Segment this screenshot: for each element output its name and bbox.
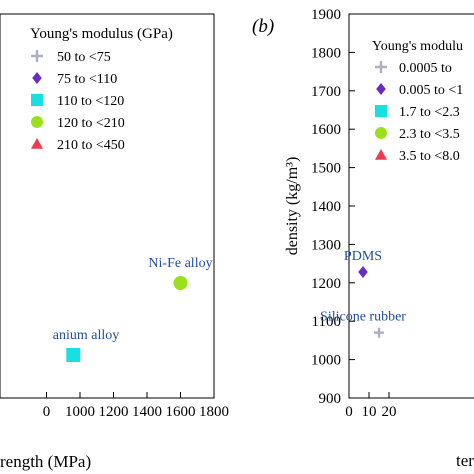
panel-a-legend-marker <box>32 72 42 84</box>
panel-a-points: Ni-Fe alloy anium alloy <box>53 256 213 362</box>
panel-a-legend-title: Young's modulus (GPa) <box>30 26 173 42</box>
panel-b-label: (b) <box>252 16 274 37</box>
panel-b-x-axis: 0 10 20 <box>345 392 397 420</box>
panel-a-data-point <box>173 276 188 290</box>
panel-b-y-tick-label: 900 <box>319 391 342 407</box>
panel-b-legend-label: 2.3 to <3.5 <box>399 127 460 142</box>
panel-a: 0 1000 1200 1400 1600 1800 rength (MPa) Young… <box>0 13 229 471</box>
panel-b-x-tick-label: 20 <box>382 404 397 420</box>
panel-a-x-tick-label: 1400 <box>132 404 162 420</box>
panel-a-legend-label: 75 to <110 <box>57 72 117 87</box>
panel-b-y-axis-label: density (kg/m³) <box>284 157 301 256</box>
panel-b-legend-label: 3.5 to <8.0 <box>399 149 460 164</box>
panel-b-x-tick-label: 0 <box>345 404 353 420</box>
panel-a-data-point <box>66 348 81 362</box>
panel-b-legend-label: 1.7 to <2.3 <box>399 105 460 120</box>
panel-a-legend-label: 110 to <120 <box>57 94 124 109</box>
panel-b-legend-label: 0.005 to <1 <box>399 83 463 98</box>
panel-a-legend-label: 120 to <210 <box>57 116 125 131</box>
panel-b-legend-marker <box>375 149 387 160</box>
panel-b-point-label: PDMS <box>344 249 382 264</box>
panel-b-y-tick-label: 1100 <box>312 314 341 330</box>
panel-a-x-tick-label: 1800 <box>199 404 229 420</box>
panel-b-legend-title: Young's modulu <box>372 39 463 54</box>
panel-a-legend-marker <box>31 138 43 149</box>
panel-a-point-label: Ni-Fe alloy <box>148 256 212 271</box>
panel-b-data-point <box>358 266 368 279</box>
panel-a-plot-frame <box>0 13 215 399</box>
panel-b-y-tick-label: 1500 <box>311 161 341 177</box>
panel-b-legend-marker <box>376 83 386 95</box>
panel-b-data-point <box>374 327 384 338</box>
panel-b-legend-marker <box>375 127 387 139</box>
panel-b-y-tick-label: 1000 <box>311 353 341 369</box>
panel-b-y-tick-label: 1700 <box>311 84 341 100</box>
panel-b-points: PDMS Silicone rubber <box>320 249 406 338</box>
panel-a-legend: Young's modulus (GPa) 50 to <75 75 to <11… <box>30 26 173 153</box>
panel-b-legend-label: 0.0005 to <box>399 61 452 76</box>
panel-a-point-label: anium alloy <box>53 328 120 343</box>
panel-b-legend-marker <box>375 105 387 117</box>
panel-a-x-axis-label: rength (MPa) <box>0 452 91 471</box>
panel-a-x-axis: 0 1000 1200 1400 1600 1800 <box>43 392 229 420</box>
panel-b-y-tick-label: 1400 <box>311 199 341 215</box>
panel-a-legend-marker <box>31 94 43 106</box>
panel-b-y-tick-label: 1300 <box>311 237 341 253</box>
panel-b-y-axis: 900 1000 1100 1200 1300 1400 1500 1600 1700 1800 1… <box>311 7 355 407</box>
panel-a-legend-marker <box>31 50 43 62</box>
panel-a-x-tick-label: 1200 <box>99 404 129 420</box>
panel-b-x-axis-label: ter <box>456 451 474 470</box>
panel-a-x-tick-label: 0 <box>43 404 51 420</box>
panel-a-legend-label: 50 to <75 <box>57 50 111 65</box>
panel-b: (b) 900 1000 1100 1200 1300 1400 1500 1600 1700 1… <box>252 7 474 470</box>
panel-b-point-label: Silicone rubber <box>320 310 406 325</box>
panel-b-y-tick-label: 1200 <box>311 276 341 292</box>
panel-b-x-tick-label: 10 <box>362 404 377 420</box>
panel-a-legend-marker <box>31 116 43 128</box>
panel-b-legend-marker <box>375 61 387 73</box>
panel-b-legend: Young's modulu 0.0005 to 0.005 to <1 1.7 t… <box>372 39 463 164</box>
panel-b-y-tick-label: 1900 <box>311 7 341 23</box>
panel-b-y-tick-label: 1800 <box>311 45 341 61</box>
panel-a-legend-label: 210 to <450 <box>57 138 125 153</box>
panel-a-x-tick-label: 1000 <box>65 404 95 420</box>
panel-a-x-tick-label: 1600 <box>166 404 196 420</box>
panel-b-y-tick-label: 1600 <box>311 122 341 138</box>
